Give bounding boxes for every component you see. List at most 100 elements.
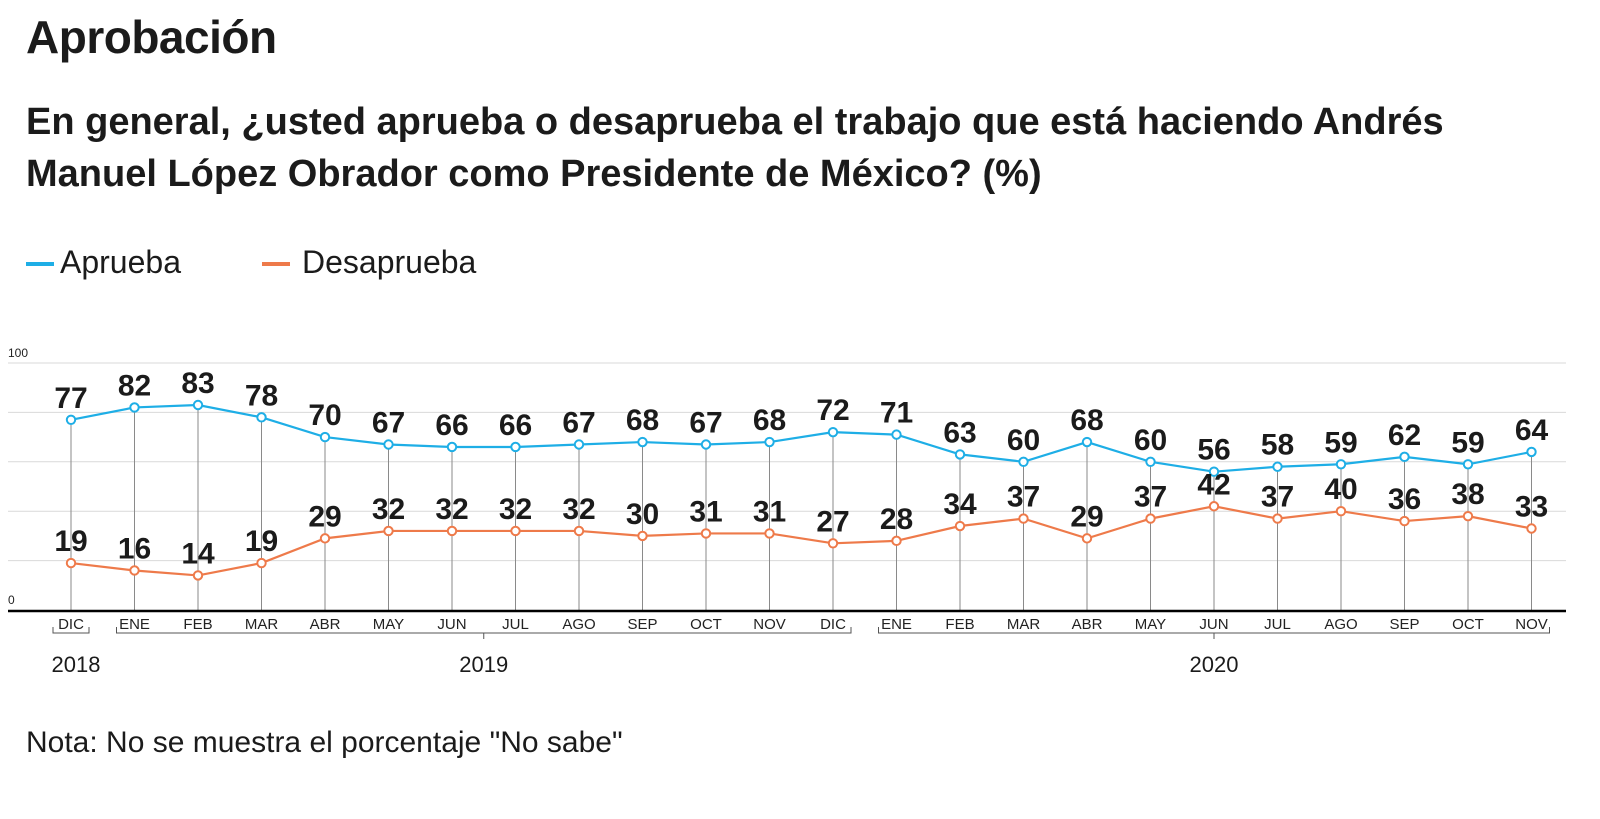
data-label: 68 xyxy=(1070,404,1103,437)
data-label: 32 xyxy=(562,493,595,526)
data-point xyxy=(954,449,966,460)
x-tick-label: SEP xyxy=(1389,616,1419,633)
data-point xyxy=(1526,523,1537,534)
data-label: 36 xyxy=(1388,483,1421,516)
data-label: 82 xyxy=(118,369,151,402)
data-label: 32 xyxy=(499,493,532,526)
data-point xyxy=(65,557,77,569)
year-label: 2018 xyxy=(52,652,101,677)
data-label: 71 xyxy=(880,397,913,430)
data-label: 28 xyxy=(880,503,913,536)
data-point xyxy=(1272,461,1283,472)
data-label: 62 xyxy=(1388,419,1421,452)
data-point xyxy=(573,439,585,450)
data-point xyxy=(1335,459,1347,470)
data-label: 19 xyxy=(245,525,278,558)
x-tick-label: AGO xyxy=(562,616,595,633)
data-label: 37 xyxy=(1134,481,1167,514)
data-point xyxy=(1208,466,1220,477)
data-point xyxy=(192,399,204,411)
data-point xyxy=(700,439,712,450)
data-label: 67 xyxy=(372,407,405,440)
data-point xyxy=(637,530,648,542)
data-label: 30 xyxy=(626,498,659,531)
data-point xyxy=(256,557,267,569)
data-point xyxy=(1462,510,1474,522)
data-point xyxy=(1399,451,1410,463)
x-tick-label: OCT xyxy=(690,616,722,633)
data-point xyxy=(700,528,712,539)
data-label: 29 xyxy=(308,500,341,533)
data-label: 60 xyxy=(1007,424,1040,457)
year-bracket xyxy=(116,627,852,634)
data-label: 60 xyxy=(1134,424,1167,457)
series-line xyxy=(70,505,1532,577)
data-label: 16 xyxy=(118,532,151,565)
data-point xyxy=(65,414,77,426)
data-point xyxy=(383,525,394,537)
data-point xyxy=(1018,456,1029,467)
data-label: 67 xyxy=(562,407,595,440)
y-tick-label: 100 xyxy=(8,346,28,360)
data-point xyxy=(1081,533,1093,544)
legend-label-approve: Aprueba xyxy=(60,244,181,280)
x-tick-label: JUL xyxy=(502,616,529,633)
footnote: Nota: No se muestra el porcentaje "No sa… xyxy=(26,726,623,759)
data-label: 29 xyxy=(1070,500,1103,533)
data-label: 33 xyxy=(1515,490,1548,523)
data-point xyxy=(1208,501,1220,512)
data-point xyxy=(319,533,331,544)
data-label: 59 xyxy=(1324,426,1357,459)
legend-swatch-disapprove xyxy=(262,262,290,266)
data-label: 31 xyxy=(753,495,786,528)
chart-subtitle: En general, ¿usted aprueba o desaprueba … xyxy=(26,101,1444,195)
x-tick-label: NOV xyxy=(1515,616,1548,633)
data-label: 40 xyxy=(1324,473,1357,506)
data-label: 19 xyxy=(54,525,87,558)
year-bracket xyxy=(52,627,90,634)
data-point xyxy=(510,525,521,537)
data-point xyxy=(573,525,585,537)
data-point xyxy=(891,429,902,440)
data-label: 58 xyxy=(1261,429,1294,462)
data-label: 59 xyxy=(1451,426,1484,459)
data-label: 83 xyxy=(181,367,214,400)
data-label: 78 xyxy=(245,379,278,412)
x-tick-label: DIC xyxy=(58,616,84,633)
x-tick-label: MAY xyxy=(1135,616,1166,633)
data-point xyxy=(954,520,966,532)
data-point xyxy=(827,426,839,438)
data-point xyxy=(1018,513,1029,524)
data-label: 27 xyxy=(816,505,849,538)
x-tick-label: FEB xyxy=(945,616,974,633)
data-point xyxy=(1526,446,1537,458)
data-point xyxy=(827,538,839,549)
data-label: 34 xyxy=(943,488,977,521)
data-point xyxy=(510,441,521,453)
data-point xyxy=(383,439,394,450)
data-point xyxy=(129,565,140,576)
data-point xyxy=(1081,436,1093,448)
data-label: 38 xyxy=(1451,478,1484,511)
data-point xyxy=(446,525,458,537)
x-tick-label: ENE xyxy=(881,616,912,633)
data-point xyxy=(256,412,267,423)
x-tick-label: DIC xyxy=(820,616,846,633)
data-point xyxy=(1272,513,1283,524)
data-label: 31 xyxy=(689,495,722,528)
data-point xyxy=(1145,513,1156,524)
data-label: 64 xyxy=(1515,414,1549,447)
year-label: 2020 xyxy=(1190,652,1239,677)
year-label: 2019 xyxy=(459,652,508,677)
x-tick-label: FEB xyxy=(183,616,212,633)
x-tick-label: OCT xyxy=(1452,616,1484,633)
data-point xyxy=(1335,506,1347,517)
x-tick-label: ENE xyxy=(119,616,150,633)
data-label: 32 xyxy=(372,493,405,526)
data-label: 67 xyxy=(689,407,722,440)
x-tick-label: JUL xyxy=(1264,616,1291,633)
data-label: 14 xyxy=(181,537,215,570)
data-point xyxy=(446,441,458,453)
data-label: 66 xyxy=(435,409,468,442)
